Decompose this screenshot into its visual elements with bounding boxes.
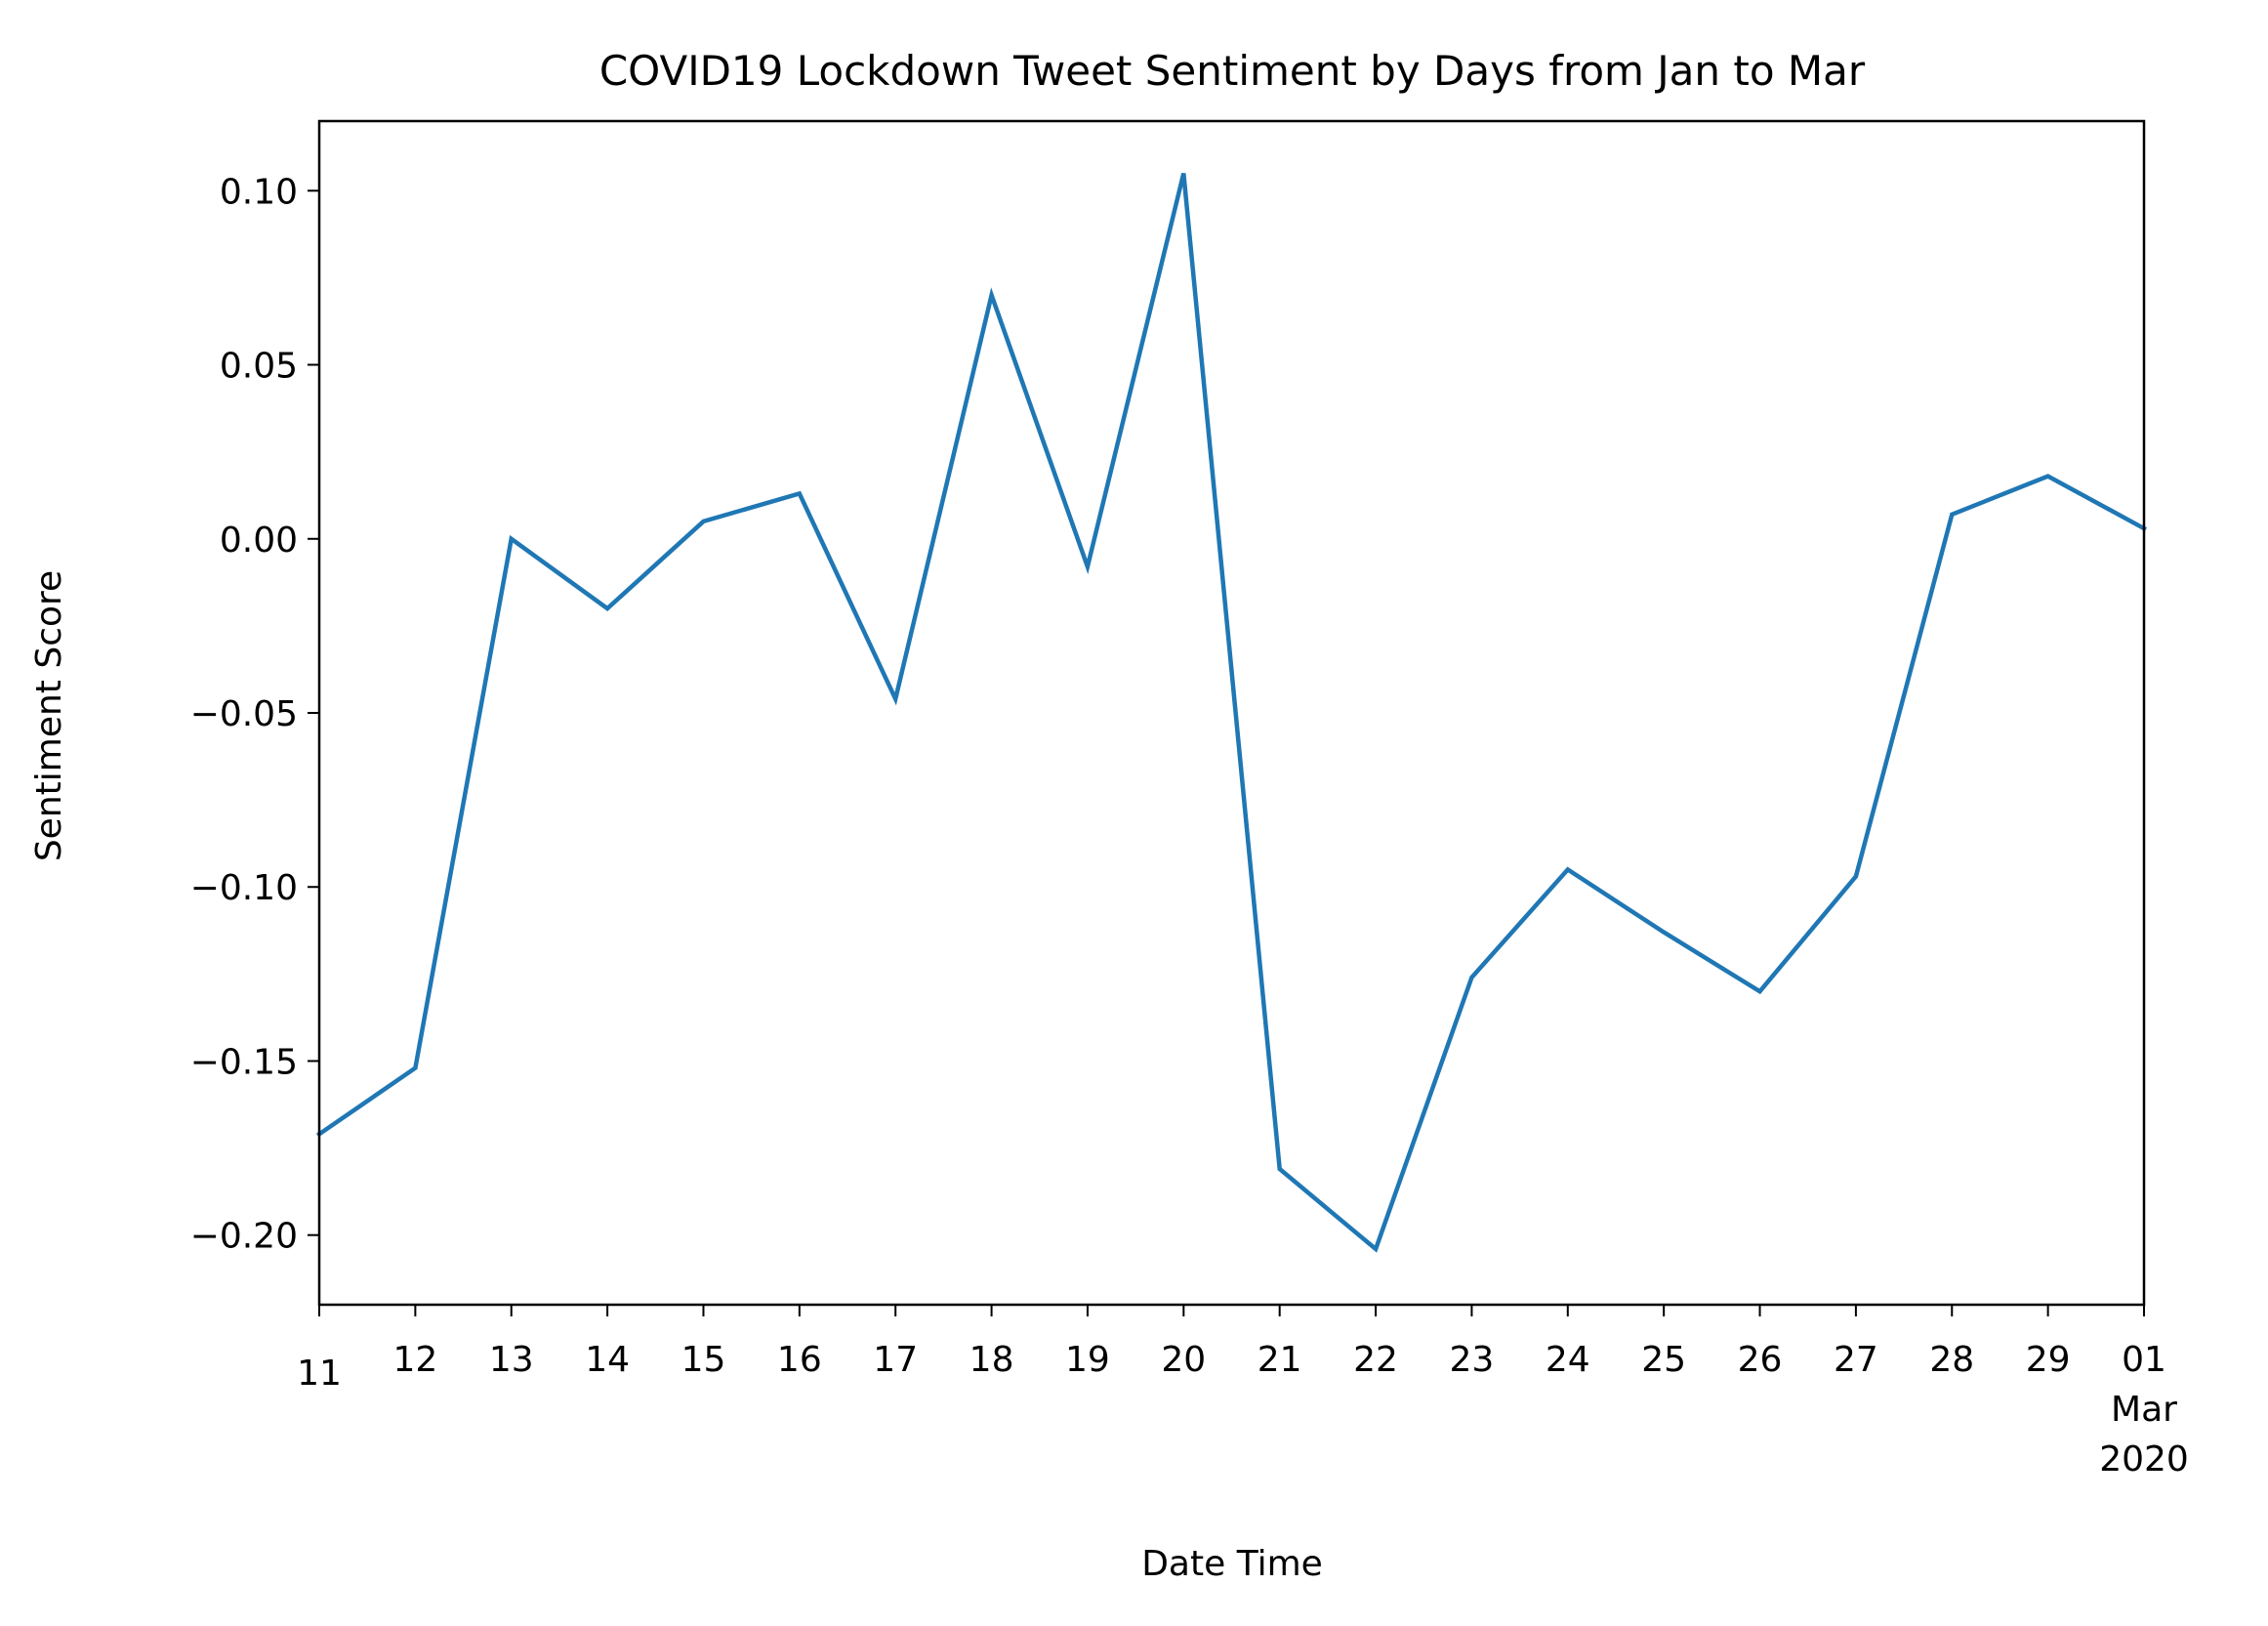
chart-title: COVID19 Lockdown Tweet Sentiment by Days… <box>599 47 1866 95</box>
x-tick-label: 25 <box>1641 1340 1686 1380</box>
y-tick-label: −0.10 <box>190 868 298 908</box>
y-tick-label: 0.05 <box>220 347 298 387</box>
x-tick-label: 29 <box>2026 1340 2071 1380</box>
x-tick-label: 17 <box>873 1340 918 1380</box>
x-tick-sublabel: 2020 <box>2099 1439 2189 1480</box>
x-tick-label: 23 <box>1450 1340 1495 1380</box>
x-tick-sublabel: Mar <box>2111 1390 2177 1430</box>
x-tick-label: 12 <box>392 1340 437 1380</box>
x-tick-label: 27 <box>1834 1340 1878 1380</box>
plot-area-frame <box>317 119 2146 1307</box>
x-tick-label: 28 <box>1929 1340 1974 1380</box>
x-tick-label: 22 <box>1353 1340 1398 1380</box>
y-tick-label: −0.15 <box>190 1042 298 1082</box>
y-tick-label: −0.20 <box>190 1217 298 1257</box>
x-tick-label: 11 <box>297 1354 342 1394</box>
x-tick-label: 01 <box>2122 1340 2166 1380</box>
x-tick-label: 26 <box>1738 1340 1783 1380</box>
y-tick-label: 0.10 <box>220 172 298 212</box>
x-axis-label: Date Time <box>1141 1544 1323 1584</box>
y-tick-label: −0.05 <box>190 694 298 734</box>
x-tick-label: 16 <box>777 1340 822 1380</box>
y-tick-label: 0.00 <box>220 521 298 561</box>
y-axis-label: Sentiment Score <box>29 570 69 861</box>
x-tick-label: 21 <box>1258 1340 1302 1380</box>
x-tick-label: 24 <box>1546 1340 1590 1380</box>
x-tick-label: 20 <box>1161 1340 1206 1380</box>
x-tick-label: 14 <box>585 1340 630 1380</box>
x-tick-label: 18 <box>969 1340 1014 1380</box>
series-line-0 <box>315 172 2148 1253</box>
x-tick-label: 19 <box>1065 1340 1110 1380</box>
x-tick-label: 13 <box>489 1340 534 1380</box>
x-tick-label: 15 <box>681 1340 726 1380</box>
